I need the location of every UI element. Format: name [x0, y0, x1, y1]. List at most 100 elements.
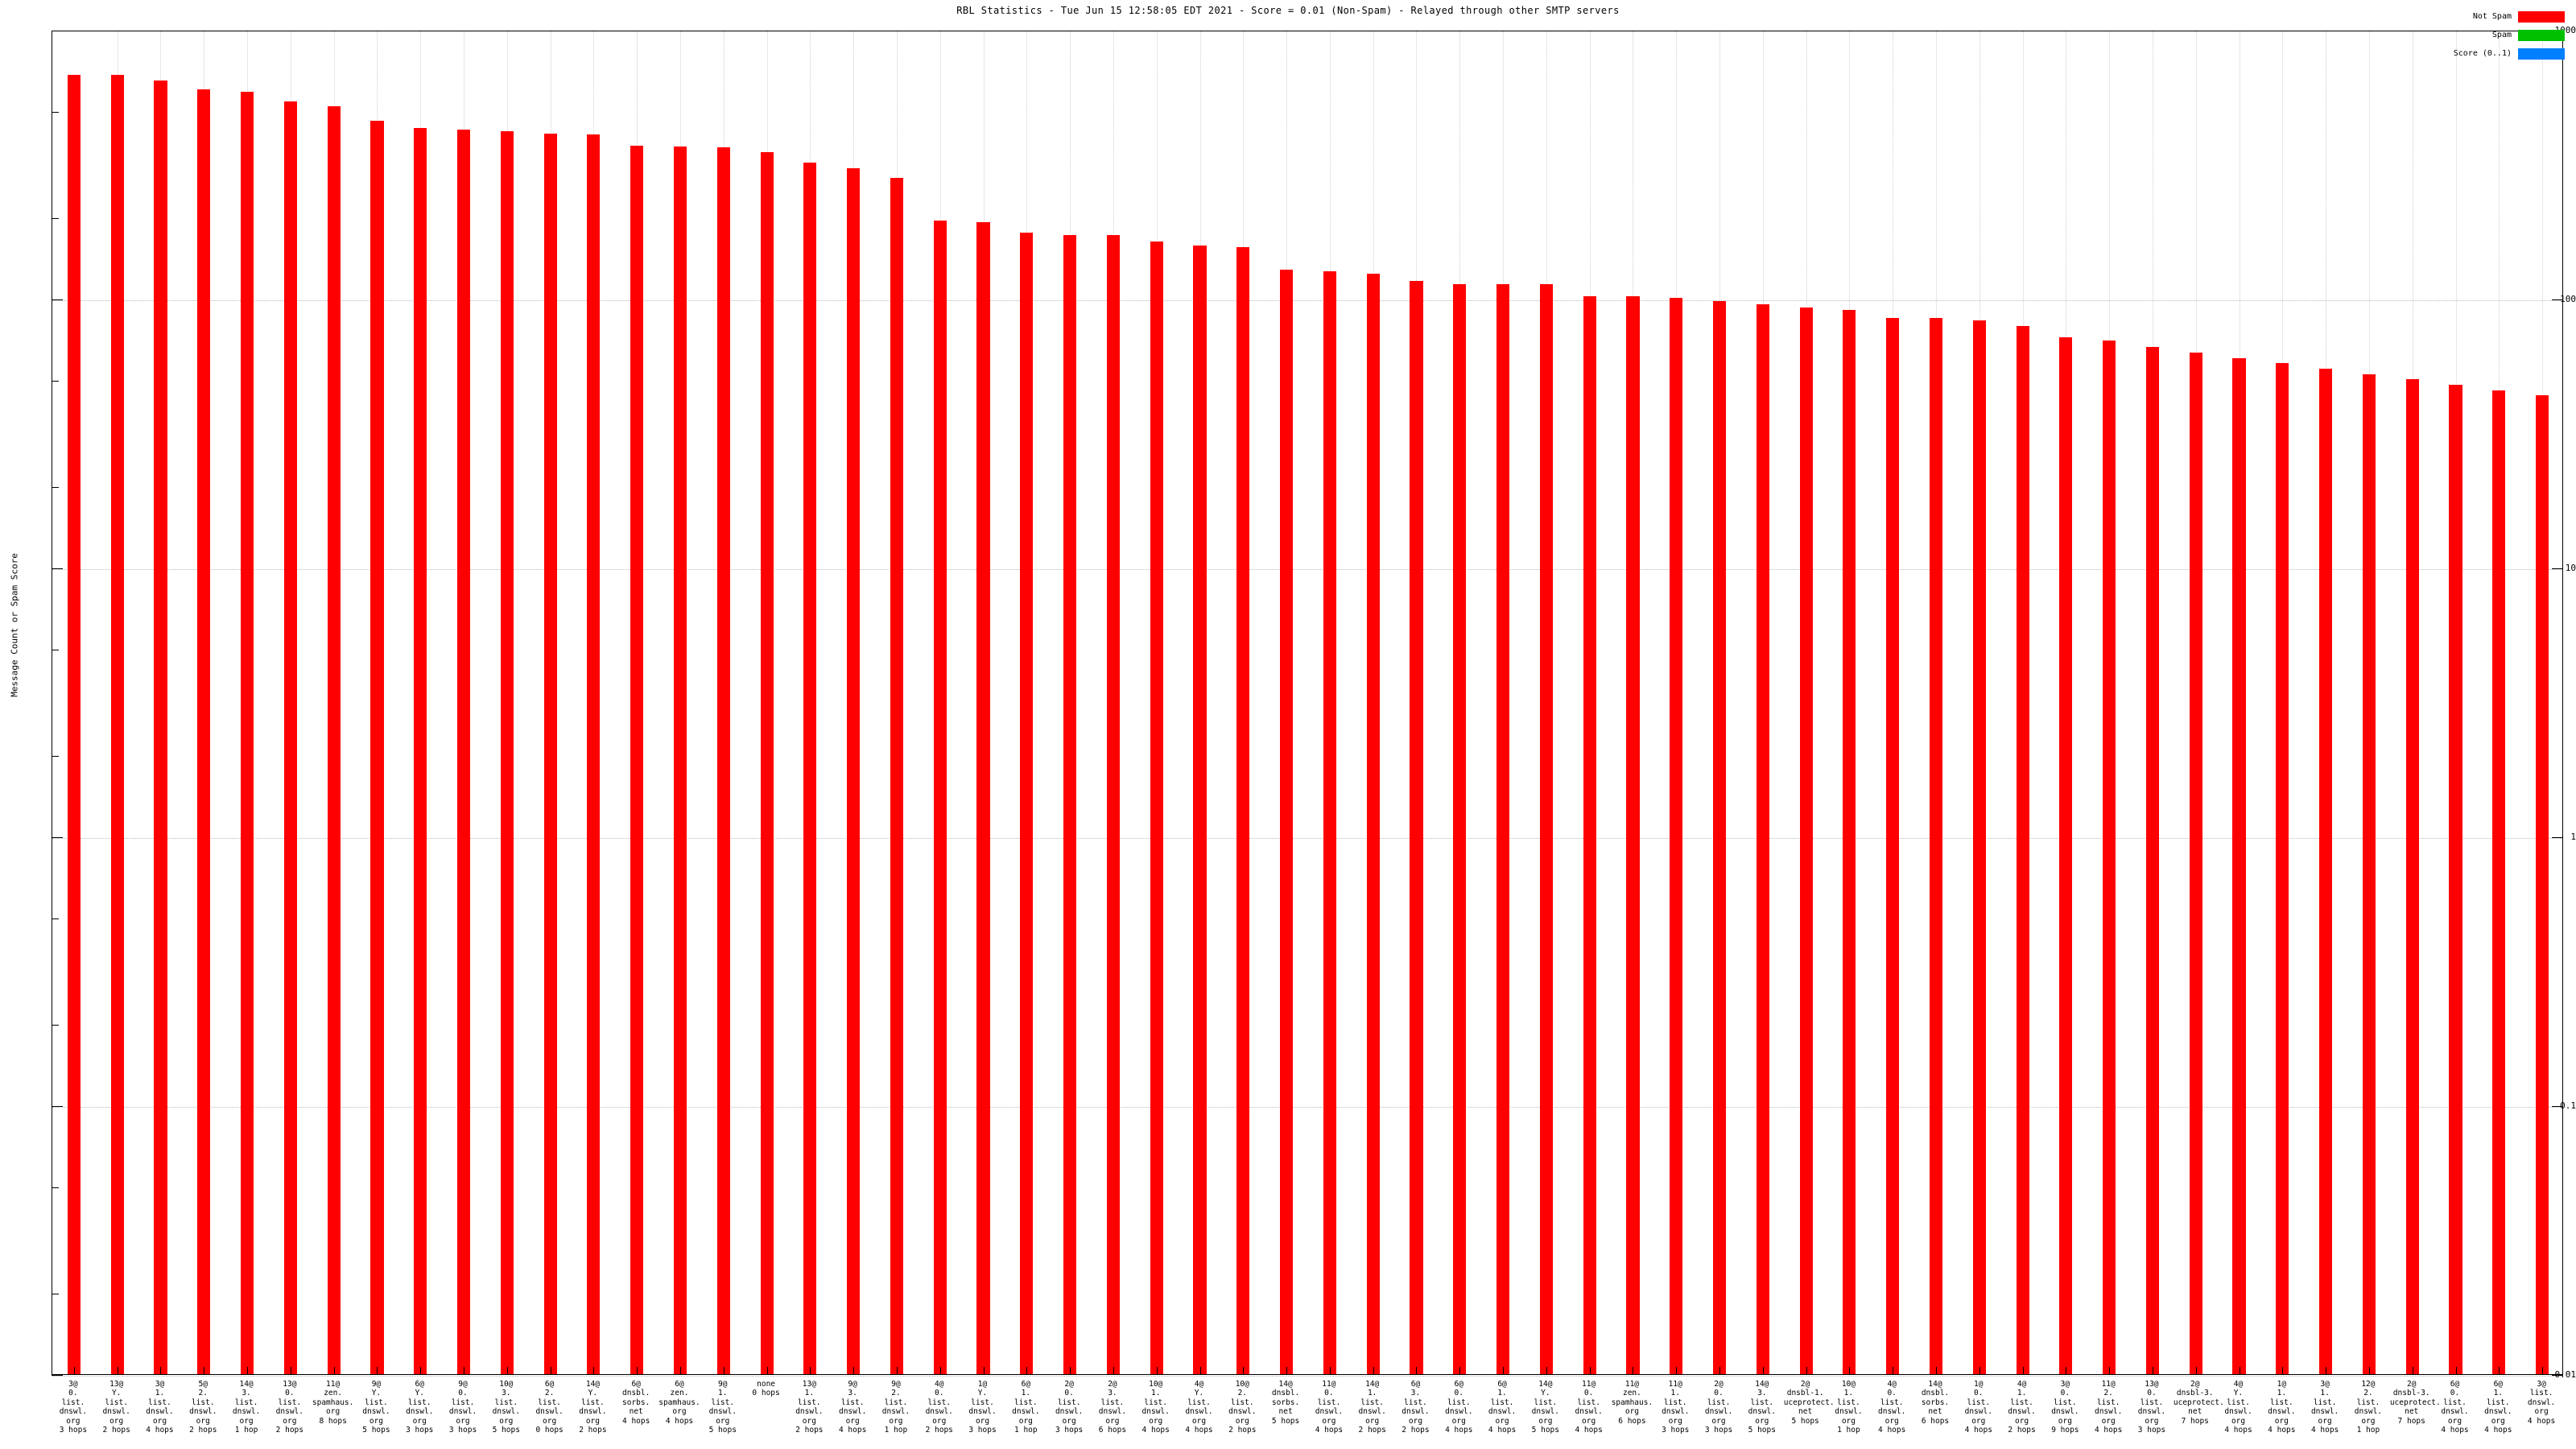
legend-item-score: Score (0..1)	[2454, 47, 2565, 60]
x-axis-tick	[637, 1367, 638, 1374]
x-axis-tick-label: 13@ 0. list. dnswl. org 3 hops	[2137, 1380, 2166, 1435]
y-axis-tick-right	[2552, 837, 2563, 838]
x-axis-tick-label: 9@ 2. list. dnswl. org 1 hop	[881, 1380, 910, 1435]
bar	[1799, 307, 1813, 1374]
bar	[2189, 353, 2202, 1374]
y-axis-tick	[52, 299, 63, 300]
bar	[2492, 390, 2506, 1374]
x-axis-tick-label: 9@ 3. list. dnswl. org 4 hops	[838, 1380, 867, 1435]
x-axis-tick-label: 3@ 0. list. dnswl. org 9 hops	[2051, 1380, 2079, 1435]
bar	[847, 168, 861, 1374]
x-axis-tick-label: 3@ 0. list. dnswl. org 3 hops	[59, 1380, 88, 1435]
x-axis-tick-label: 2@ 0. list. dnswl. org 3 hops	[1055, 1380, 1084, 1435]
x-axis-tick-label: 2@ dnsbl-3. uceprotect. net 7 hops	[2173, 1380, 2224, 1426]
bar	[2059, 336, 2073, 1374]
gridline-horizontal	[52, 1376, 2562, 1377]
bar	[2276, 363, 2289, 1374]
legend-label-spam: Spam	[2491, 31, 2512, 39]
x-axis-tick	[73, 1367, 75, 1374]
x-axis-tick-label: 6@ dnsbl. sorbs. net 4 hops	[622, 1380, 650, 1426]
x-axis-tick-label: 11@ 0. list. dnswl. org 4 hops	[1315, 1380, 1344, 1435]
bar	[456, 130, 471, 1374]
x-axis-tick-label: 5@ 2. list. dnswl. org 2 hops	[189, 1380, 217, 1435]
bar	[543, 134, 557, 1374]
x-axis-tick-label: 9@ 1. list. dnswl. org 5 hops	[708, 1380, 737, 1435]
x-axis-tick-label: 4@ Y. list. dnswl. org 4 hops	[1185, 1380, 1213, 1435]
bar	[1626, 296, 1640, 1374]
x-axis-tick	[1243, 1367, 1245, 1374]
y-axis-tick	[52, 837, 63, 838]
bar	[2016, 326, 2029, 1374]
y-axis-minor-tick	[52, 487, 59, 489]
y-axis-tick	[52, 1106, 63, 1107]
x-axis-tick-label: 2@ 0. list. dnswl. org 3 hops	[1704, 1380, 1733, 1435]
x-axis-tick-label: 6@ 1. list. dnswl. org 4 hops	[2484, 1380, 2512, 1435]
bar	[1670, 297, 1683, 1374]
x-axis-tick	[2109, 1367, 2111, 1374]
bar	[2362, 374, 2376, 1374]
x-axis-tick	[1459, 1367, 1461, 1374]
x-axis-tick-label: 4@ 0. list. dnswl. org 2 hops	[925, 1380, 953, 1435]
bar	[414, 128, 427, 1374]
x-axis-tick	[1156, 1367, 1158, 1374]
x-axis-tick	[1936, 1367, 1937, 1374]
y-axis-minor-tick	[52, 756, 59, 758]
y-axis-tick-label: 0.1	[2560, 1100, 2576, 1111]
x-axis-tick-label: 9@ 0. list. dnswl. org 3 hops	[448, 1380, 477, 1435]
bar	[1539, 284, 1553, 1374]
x-axis-tick-label: 10@ 1. list. dnswl. org 1 hop	[1835, 1380, 1863, 1435]
bar	[241, 91, 254, 1374]
x-axis-tick	[1070, 1367, 1071, 1374]
x-axis-tick	[247, 1367, 249, 1374]
bar	[1020, 233, 1034, 1374]
bar	[933, 221, 947, 1374]
x-axis-tick	[1373, 1367, 1374, 1374]
x-axis-tick	[1806, 1367, 1807, 1374]
bar	[1929, 317, 1943, 1374]
x-axis-tick	[896, 1367, 898, 1374]
bar	[197, 89, 211, 1374]
bar	[2405, 379, 2419, 1374]
x-axis-tick-label: 10@ 1. list. dnswl. org 4 hops	[1141, 1380, 1170, 1435]
x-axis-tick	[766, 1367, 768, 1374]
x-axis-tick-label: 3@ 1. list. dnswl. org 4 hops	[146, 1380, 174, 1435]
x-axis-tick	[160, 1367, 162, 1374]
x-axis-tick-label: 14@ dnsbl. sorbs. net 6 hops	[1921, 1380, 1950, 1426]
bar	[976, 221, 990, 1374]
y-axis-title: Message Count or Spam Score	[9, 553, 20, 697]
x-axis-tick	[593, 1367, 595, 1374]
x-axis-tick-label: 2@ dnsbl-3. uceprotect. net 7 hops	[2389, 1380, 2441, 1426]
y-axis-minor-tick	[52, 1187, 59, 1188]
x-axis-tick	[853, 1367, 855, 1374]
legend-swatch-spam	[2518, 29, 2565, 41]
bar	[1453, 284, 1467, 1374]
x-axis-tick-label: 13@ Y. list. dnswl. org 2 hops	[102, 1380, 130, 1435]
x-axis-tick-label: 11@ zen. spamhaus. org 8 hops	[312, 1380, 354, 1426]
x-axis-tick-label: 14@ dnsbl. sorbs. net 5 hops	[1271, 1380, 1300, 1426]
y-axis-minor-tick	[52, 1025, 59, 1026]
x-axis-tick-label: 6@ 2. list. dnswl. org 0 hops	[535, 1380, 564, 1435]
x-axis-tick	[1849, 1367, 1851, 1374]
x-axis-tick	[2499, 1367, 2500, 1374]
x-axis-tick	[2368, 1367, 2370, 1374]
bar	[2145, 347, 2160, 1374]
y-axis-tick-right	[2552, 1375, 2563, 1376]
x-axis-tick-label: 11@ 2. list. dnswl. org 4 hops	[2094, 1380, 2123, 1435]
x-axis-tick-label: 13@ 1. list. dnswl. org 2 hops	[795, 1380, 824, 1435]
y-axis-minor-tick	[52, 111, 59, 113]
x-axis-tick	[1676, 1367, 1678, 1374]
y-axis-minor-tick	[52, 218, 59, 220]
x-axis-tick	[810, 1367, 811, 1374]
bar	[1843, 309, 1856, 1374]
legend-item-spam: Spam	[2454, 28, 2565, 42]
gridline-horizontal	[52, 569, 2562, 570]
x-axis-tick-label: 4@ 0. list. dnswl. org 4 hops	[1878, 1380, 1906, 1435]
x-axis-tick-label: 14@ 1. list. dnswl. org 2 hops	[1358, 1380, 1386, 1435]
x-axis-tick-label: 11@ 0. list. dnswl. org 4 hops	[1575, 1380, 1603, 1435]
bar	[1366, 273, 1380, 1374]
x-axis-tick-label: 14@ Y. list. dnswl. org 2 hops	[579, 1380, 607, 1435]
legend-label-not-spam: Not Spam	[2472, 12, 2512, 21]
x-axis-tick-label: 1@ 0. list. dnswl. org 4 hops	[1964, 1380, 1992, 1435]
y-axis-tick-label: 100	[2560, 294, 2576, 304]
x-axis-tick-label: 10@ 2. list. dnswl. org 2 hops	[1228, 1380, 1257, 1435]
